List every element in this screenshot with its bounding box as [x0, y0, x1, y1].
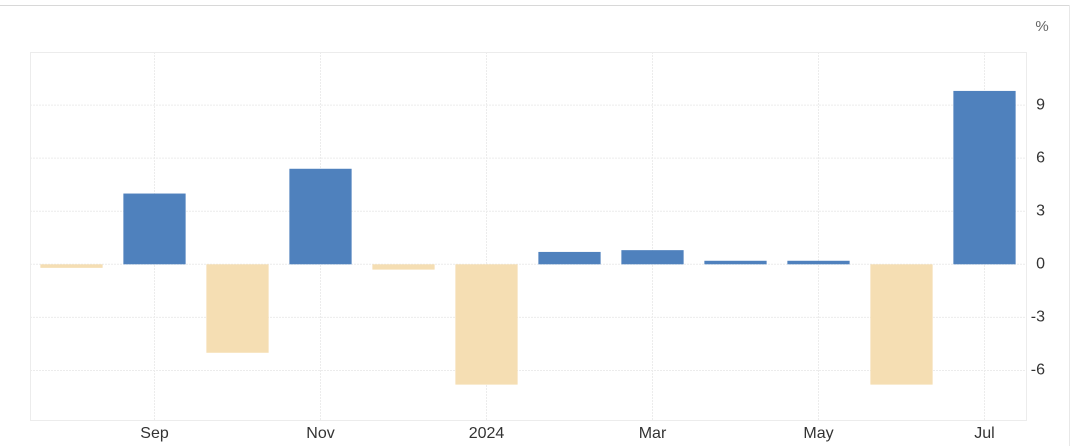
- bar: [538, 251, 601, 265]
- bar: [372, 264, 435, 270]
- x-tick-label: Mar: [639, 425, 667, 442]
- bar: [455, 264, 518, 385]
- bar: [953, 90, 1016, 265]
- plot-frame: [30, 52, 1027, 421]
- y-tick-label: -3: [1031, 309, 1045, 326]
- y-tick-label: 9: [1036, 96, 1045, 113]
- bar: [621, 250, 684, 265]
- x-tick-label: Sep: [140, 425, 169, 442]
- bar: [123, 193, 186, 265]
- bar: [870, 264, 933, 385]
- unit-label: %: [1035, 18, 1048, 35]
- y-tick-label: 3: [1036, 202, 1045, 219]
- y-tick-label: 6: [1036, 149, 1045, 166]
- x-tick-label: May: [803, 425, 833, 442]
- bar: [787, 260, 850, 265]
- bar: [206, 264, 269, 353]
- y-tick-label: 0: [1036, 256, 1045, 273]
- bar: [704, 260, 767, 265]
- bar: [289, 168, 352, 265]
- x-tick-label: Nov: [306, 425, 334, 442]
- y-tick-label: -6: [1031, 362, 1045, 379]
- x-tick-label: 2024: [469, 425, 505, 442]
- bar: [40, 264, 103, 268]
- x-tick-label: Jul: [974, 425, 994, 442]
